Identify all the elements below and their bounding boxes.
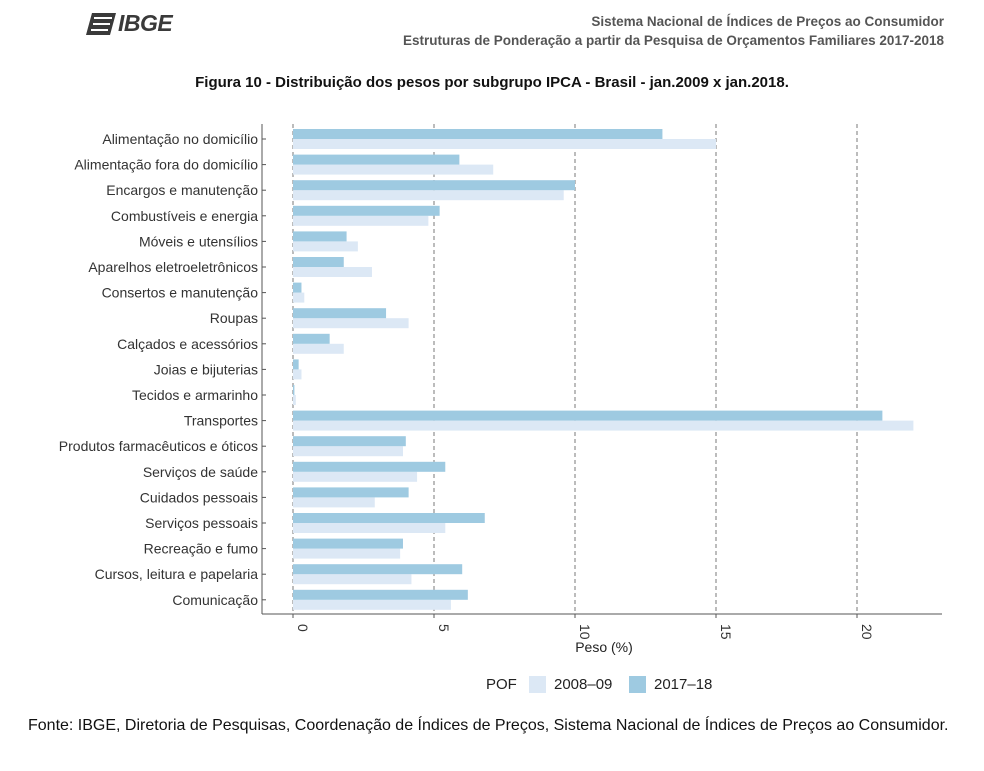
bar-2017-18: [293, 487, 409, 498]
ibge-logo: IBGE: [86, 10, 173, 37]
bar-2008-09: [293, 292, 305, 303]
bar-2008-09: [293, 548, 401, 559]
bar-2008-09: [293, 497, 375, 508]
bar-2017-18: [293, 154, 460, 165]
legend-label-2008-09: 2008–09: [554, 676, 612, 693]
category-label: Joias e bijuterias: [154, 361, 258, 377]
header-line-1: Sistema Nacional de Índices de Preços ao…: [591, 14, 944, 29]
bar-2017-18: [293, 538, 403, 549]
category-label: Tecidos e armarinho: [132, 387, 258, 403]
ibge-logo-icon: [86, 12, 116, 35]
legend-label-2017-18: 2017–18: [654, 676, 712, 693]
category-label: Cuidados pessoais: [140, 489, 258, 505]
bar-2008-09: [293, 395, 296, 405]
header-info: Sistema Nacional de Índices de Preços ao…: [403, 12, 944, 50]
x-axis-title: Peso (%): [575, 639, 633, 655]
bar-2017-18: [293, 385, 295, 395]
bar-2017-18: [293, 231, 347, 242]
logo-text: IBGE: [118, 10, 173, 36]
bar-2008-09: [293, 523, 446, 533]
category-label: Produtos farmacêuticos e óticos: [59, 438, 258, 454]
bar-chart: Alimentação no domicílio Alimentação fora…: [59, 124, 942, 693]
category-label: Alimentação fora do domicílio: [74, 157, 258, 173]
figure-title: Figura 10 - Distribuição dos pesos por s…: [195, 74, 789, 91]
bar-2017-18: [293, 513, 485, 523]
bar-2017-18: [293, 180, 575, 191]
bar-2017-18: [293, 333, 330, 344]
bar-2008-09: [293, 241, 358, 252]
bar-2008-09: [293, 599, 451, 610]
bar-2008-09: [293, 215, 429, 226]
bar-2008-09: [293, 267, 372, 277]
category-label: Aparelhos eletroeletrônicos: [88, 259, 258, 275]
category-label: Móveis e utensílios: [139, 233, 258, 249]
x-tick-label: 5: [436, 624, 452, 632]
bar-2008-09: [293, 164, 494, 175]
x-tick-label: 10: [577, 624, 593, 640]
category-label: Calçados e acessórios: [117, 336, 258, 352]
category-label: Comunicação: [172, 592, 258, 608]
bar-2017-18: [293, 205, 440, 216]
bar-2008-09: [293, 343, 344, 354]
header-line-2: Estruturas de Ponderação a partir da Pes…: [403, 33, 944, 48]
bar-2017-18: [293, 410, 883, 421]
bar-2017-18: [293, 257, 344, 267]
category-label: Combustíveis e energia: [111, 208, 258, 224]
x-tick-label: 0: [295, 624, 311, 632]
bar-2008-09: [293, 369, 302, 380]
bar-2017-18: [293, 589, 468, 600]
bar-2008-09: [293, 574, 412, 585]
source-note: Fonte: IBGE, Diretoria de Pesquisas, Coo…: [28, 717, 949, 734]
bar-2017-18: [293, 564, 463, 575]
legend-title: POF: [486, 676, 517, 693]
bar-2017-18: [293, 129, 663, 139]
bar-2008-09: [293, 420, 914, 431]
legend-swatch-2017-18: [629, 676, 646, 693]
bar-2008-09: [293, 471, 418, 482]
x-tick-label: 15: [718, 624, 734, 640]
bar-2017-18: [293, 461, 446, 472]
category-label: Transportes: [184, 413, 258, 429]
category-label: Serviços de saúde: [143, 464, 258, 480]
bar-2017-18: [293, 359, 299, 370]
bar-2008-09: [293, 318, 409, 329]
category-label: Serviços pessoais: [145, 515, 258, 531]
bar-2017-18: [293, 282, 302, 293]
legend-swatch-2008-09: [529, 676, 546, 693]
category-label: Roupas: [210, 310, 258, 326]
bar-2017-18: [293, 436, 406, 447]
bar-2017-18: [293, 308, 387, 319]
bar-2008-09: [293, 446, 403, 457]
category-label: Alimentação no domicílio: [102, 131, 258, 147]
category-label: Recreação e fumo: [144, 541, 259, 557]
category-label: Consertos e manutenção: [102, 285, 259, 301]
bar-2008-09: [293, 190, 564, 201]
x-tick-label: 20: [859, 624, 875, 640]
category-label: Cursos, leitura e papelaria: [95, 566, 259, 582]
bar-2008-09: [293, 139, 716, 149]
category-label: Encargos e manutenção: [106, 182, 258, 198]
